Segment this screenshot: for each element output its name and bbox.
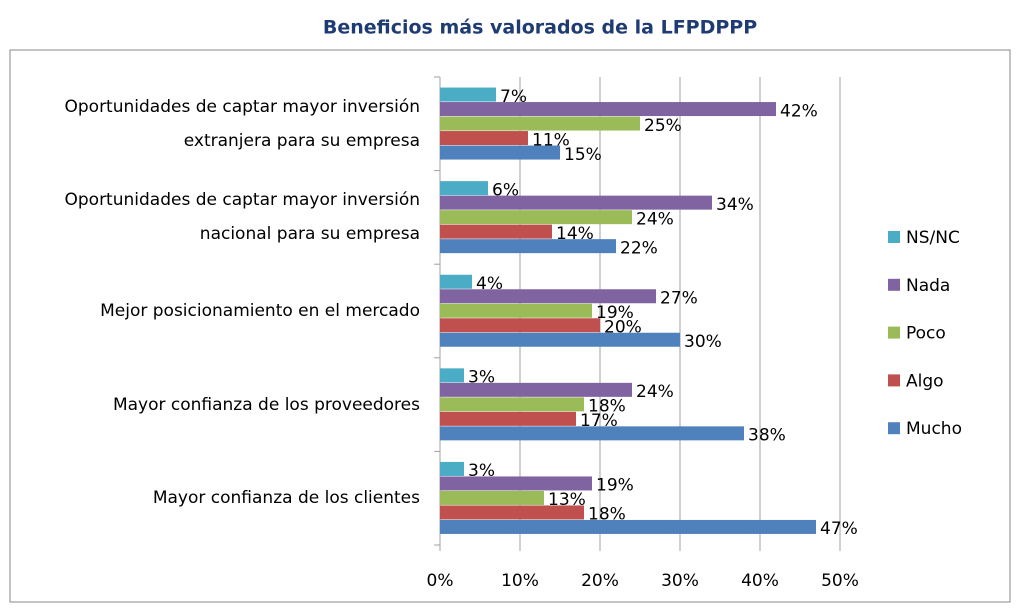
data-label: 13% <box>548 490 586 510</box>
bar <box>440 181 488 196</box>
data-label: 25% <box>644 116 682 136</box>
bar <box>440 426 744 441</box>
legend-label: Algo <box>906 371 944 391</box>
legend-label: NS/NC <box>906 228 960 248</box>
bar <box>440 490 544 505</box>
bar <box>440 519 816 534</box>
category-text: Oportunidades de captar mayor inversión … <box>64 96 421 151</box>
data-label: 3% <box>468 368 495 388</box>
legend-swatch <box>888 231 900 243</box>
bar <box>440 368 464 383</box>
category-label-box: Mayor confianza de los clientes <box>20 451 420 545</box>
data-label: 20% <box>604 318 642 338</box>
bar <box>440 131 528 146</box>
category-text: Mayor confianza de los clientes <box>152 488 420 509</box>
data-label: 19% <box>596 476 634 496</box>
bar <box>440 476 592 491</box>
bar <box>440 411 576 426</box>
data-label: 18% <box>588 505 626 525</box>
legend-swatch <box>888 326 900 339</box>
bar <box>440 210 632 225</box>
category-label-box: Oportunidades de captar mayor inversión … <box>20 171 421 265</box>
bar <box>440 224 552 239</box>
x-tick-label: 50% <box>821 571 859 591</box>
data-label: 47% <box>820 519 858 539</box>
legend-swatch <box>888 374 900 387</box>
bar <box>440 87 496 102</box>
category-text: Mejor posicionamiento en el mercado <box>100 300 420 321</box>
x-tick-label: 20% <box>581 571 619 591</box>
data-label: 34% <box>716 195 754 215</box>
data-label: 4% <box>476 274 503 294</box>
legend-label: Poco <box>906 324 946 344</box>
category-label-box: Mayor confianza de los proveedores <box>20 358 420 452</box>
y-tick-label: Mayor confianza de los proveedores <box>20 358 420 452</box>
bar <box>440 461 464 476</box>
data-label: 38% <box>748 426 786 446</box>
y-tick-label: Mejor posicionamiento en el mercado <box>20 264 420 358</box>
x-tick-label: 0% <box>427 571 454 591</box>
bar <box>440 382 632 397</box>
bar <box>440 303 592 318</box>
category-label-box: Mejor posicionamiento en el mercado <box>20 264 420 358</box>
x-tick-label: 10% <box>501 571 539 591</box>
bar <box>440 332 680 347</box>
data-label: 15% <box>564 145 602 165</box>
bar <box>440 318 600 333</box>
legend-label: Mucho <box>906 419 962 439</box>
data-label: 7% <box>500 87 527 107</box>
y-tick-label: Oportunidades de captar mayor inversión … <box>20 171 421 265</box>
data-label: 30% <box>684 332 722 352</box>
category-text: Mayor confianza de los proveedores <box>112 394 420 415</box>
legend-swatch <box>888 422 900 435</box>
bar <box>440 397 584 412</box>
x-tick-label: 40% <box>741 571 779 591</box>
data-label: 6% <box>492 180 519 200</box>
data-label: 24% <box>636 209 674 229</box>
bar <box>440 145 560 160</box>
data-label: 11% <box>532 130 570 150</box>
legend-label: Nada <box>906 276 950 296</box>
data-label: 18% <box>588 397 626 417</box>
y-tick-label: Oportunidades de captar mayor inversión … <box>20 77 421 171</box>
data-label: 22% <box>620 238 658 258</box>
data-label: 24% <box>636 382 674 402</box>
data-label: 27% <box>660 289 698 309</box>
bar <box>440 102 776 117</box>
chart-title: Beneficios más valorados de la LFPDPPP <box>323 17 757 39</box>
x-tick-label: 30% <box>661 571 699 591</box>
bar <box>440 195 712 210</box>
data-label: 17% <box>580 411 618 431</box>
bar <box>440 289 656 304</box>
data-label: 14% <box>556 224 594 244</box>
data-label: 19% <box>596 303 634 323</box>
bar <box>440 239 616 254</box>
data-label: 42% <box>780 101 818 121</box>
data-label: 3% <box>468 461 495 481</box>
category-text: Oportunidades de captar mayor inversión … <box>64 190 421 245</box>
bar <box>440 116 640 131</box>
category-label-box: Oportunidades de captar mayor inversión … <box>20 77 421 171</box>
bar <box>440 505 584 520</box>
y-tick-label: Mayor confianza de los clientes <box>20 451 420 545</box>
bar <box>440 274 472 289</box>
legend-swatch <box>888 278 900 291</box>
